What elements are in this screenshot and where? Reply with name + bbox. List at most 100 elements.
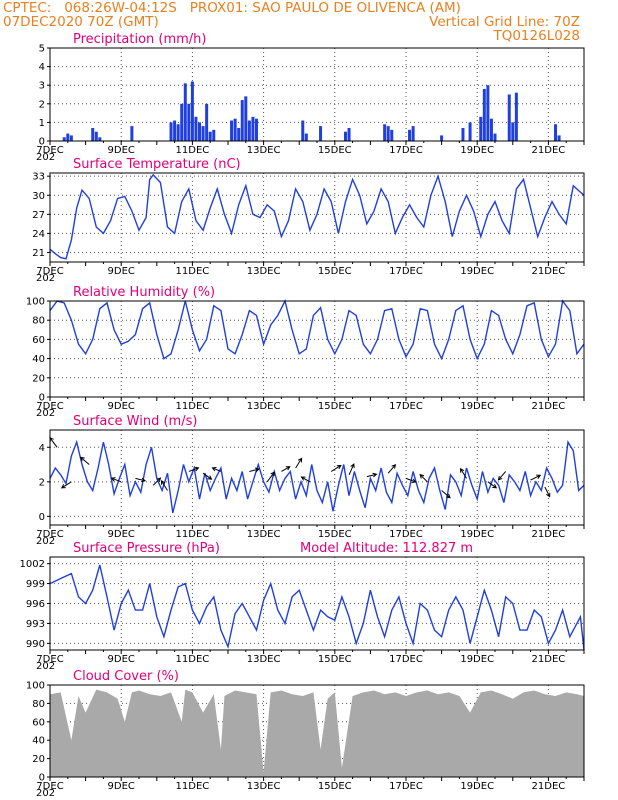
panel-4: 990 993 996 999 1002 7DEC 9DEC 11DEC 13DEC 15DEC 1… <box>20 541 585 672</box>
panel-title: Relative Humidity (%) <box>73 285 215 300</box>
precip-bar <box>557 135 561 141</box>
wind-arrow-head <box>546 492 551 498</box>
year-label: 202 <box>36 273 55 284</box>
precip-bar <box>493 133 497 141</box>
header-line1: CPTEC: 068:26W-04:12S PROX01: SAO PAULO … <box>3 0 461 16</box>
precip-bar <box>69 135 73 141</box>
wind-arrow <box>544 486 551 497</box>
wind-arrow <box>135 477 146 482</box>
header-date: 07DEC2020 70Z (GMT) <box>3 14 159 30</box>
plot-frame <box>49 300 585 398</box>
x-tick-label: 21DEC <box>532 529 566 540</box>
wind-arrow <box>281 466 291 472</box>
precip-bar <box>205 103 209 141</box>
x-tick-label: 21DEC <box>532 654 566 665</box>
y-tick-label: 60 <box>32 717 45 728</box>
x-tick-label: 17DEC <box>389 266 423 277</box>
x-tick-label: 19DEC <box>460 401 494 412</box>
precip-bar <box>169 122 173 141</box>
x-tick-label: 15DEC <box>318 401 352 412</box>
wind-arrow <box>348 463 355 476</box>
precip-bar <box>190 81 194 141</box>
precip-bar <box>94 131 98 141</box>
precip-bar <box>244 96 248 141</box>
wind-arrow-head <box>141 477 147 483</box>
wind-arrows <box>49 436 551 499</box>
y-tick-label: 2 <box>39 99 45 110</box>
y-tick-label: 996 <box>26 599 45 610</box>
x-tick-label: 9DEC <box>108 266 135 277</box>
year-label: 202 <box>36 408 55 419</box>
x-tick-label: 13DEC <box>247 145 281 156</box>
wind-arrow-head <box>411 478 417 484</box>
x-tick-label: 15DEC <box>318 145 352 156</box>
precip-bar <box>408 129 412 141</box>
wind-arrow <box>405 477 416 483</box>
cloud-area <box>50 689 584 777</box>
y-tick-label: 990 <box>26 639 45 650</box>
precip-bar <box>237 127 241 141</box>
precip-bar <box>390 129 394 141</box>
x-tick-label: 9DEC <box>108 401 135 412</box>
precip-bar <box>411 126 415 141</box>
precip-bar <box>173 120 177 141</box>
wind-arrow <box>301 476 311 483</box>
x-tick-label: 19DEC <box>460 781 494 792</box>
x-tick-label: 7DEC <box>36 781 63 792</box>
precip-bar <box>254 118 258 141</box>
panel-1: 21 24 27 30 33 7DEC 9DEC 11DEC 13DEC 15DEC 17DEC 19… <box>32 157 585 284</box>
precip-bar <box>383 124 387 141</box>
x-tick-label: 19DEC <box>460 654 494 665</box>
x-tick-label: 7DEC <box>36 654 63 665</box>
y-tick-label: 30 <box>32 191 45 202</box>
precip-bar <box>233 118 237 141</box>
y-tick-label: 27 <box>32 210 45 221</box>
wind-arrow-head <box>79 456 85 462</box>
precip-bar <box>180 103 184 141</box>
y-tick-label: 20 <box>32 373 45 384</box>
x-tick-label: 17DEC <box>389 145 423 156</box>
precip-bar <box>514 92 518 141</box>
wind-arrow-head <box>270 471 275 477</box>
year-label: 202 <box>36 661 55 672</box>
precip-bar <box>486 85 490 141</box>
wind-arrow-head <box>497 475 503 481</box>
precip-bar <box>212 129 216 141</box>
y-tick-label: 1 <box>39 118 45 129</box>
y-tick-label: 60 <box>32 335 45 346</box>
y-tick-label: 24 <box>32 229 45 240</box>
y-tick-label: 4 <box>39 62 45 73</box>
wind-arrow <box>419 474 428 483</box>
wind-arrow-head <box>156 477 162 483</box>
x-tick-label: 19DEC <box>460 529 494 540</box>
precip-bar <box>91 127 95 141</box>
wind-arrow <box>266 471 275 483</box>
wind-arrow <box>295 458 303 469</box>
x-tick-label: 21DEC <box>532 145 566 156</box>
x-tick-label: 9DEC <box>108 145 135 156</box>
y-tick-label: 100 <box>26 297 45 308</box>
series-line <box>49 298 585 361</box>
wind-arrow-head <box>391 463 397 469</box>
x-tick-label: 7DEC <box>36 529 63 540</box>
wind-arrow <box>366 473 377 478</box>
plot-frame <box>49 47 585 142</box>
wind-arrow-head <box>336 464 342 470</box>
x-tick-label: 19DEC <box>460 266 494 277</box>
y-tick-label: 4 <box>39 443 45 454</box>
precip-bar <box>440 135 444 141</box>
wind-arrow <box>80 456 90 465</box>
precip-bar <box>201 126 205 141</box>
precip-bar <box>240 100 244 141</box>
wind-arrow <box>530 474 541 481</box>
precip-bar <box>319 126 323 141</box>
y-tick-label: 0 <box>39 137 45 148</box>
x-tick-label: 11DEC <box>176 266 210 277</box>
wind-arrow <box>152 477 161 486</box>
x-tick-label: 9DEC <box>108 654 135 665</box>
y-tick-label: 999 <box>26 579 45 590</box>
wind-arrow <box>498 471 507 481</box>
panel-title: Cloud Cover (%) <box>73 669 179 684</box>
series-line <box>49 564 585 651</box>
